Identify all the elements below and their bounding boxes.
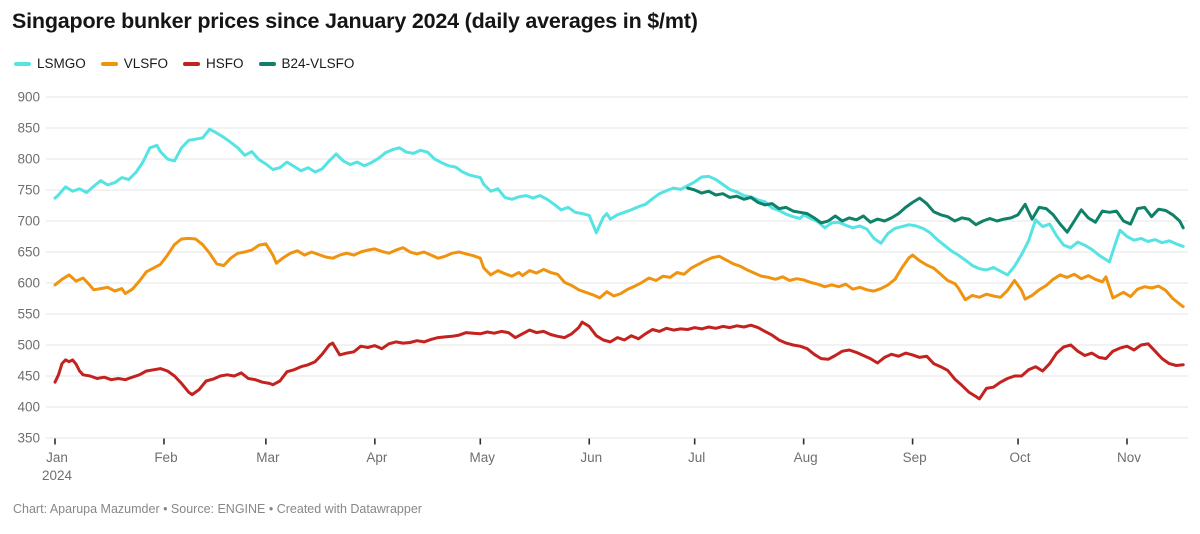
legend-item-hsfo: HSFO — [183, 56, 244, 71]
legend-swatch-hsfo — [183, 61, 201, 66]
x-tick-label-sep: Sep — [903, 450, 927, 465]
legend-swatch-vlsfo — [100, 61, 118, 66]
legend-label-vlsfo: VLSFO — [123, 56, 169, 71]
series-line-hsfo — [53, 320, 1185, 401]
x-tick-label-may: May — [470, 450, 496, 465]
y-tick-label-900: 900 — [17, 90, 40, 105]
series-line-lsmgo — [53, 127, 1185, 277]
legend-item-b24-vlsfo: B24-VLSFO — [258, 56, 355, 71]
legend-item-vlsfo: VLSFO — [100, 56, 169, 71]
y-tick-label-600: 600 — [17, 276, 40, 291]
x-tick-label-feb: Feb — [154, 450, 177, 465]
y-tick-label-400: 400 — [17, 400, 40, 415]
y-tick-label-750: 750 — [17, 183, 40, 198]
y-tick-label-650: 650 — [17, 245, 40, 260]
x-tick-label-jul: Jul — [688, 450, 705, 465]
chart-legend: LSMGO VLSFO HSFO B24-VLSFO — [14, 56, 354, 71]
y-tick-label-550: 550 — [17, 307, 40, 322]
y-tick-label-500: 500 — [17, 338, 40, 353]
page-title: Singapore bunker prices since January 20… — [12, 9, 698, 33]
series-line-b24-vlsfo — [686, 186, 1185, 234]
x-tick-label-oct: Oct — [1010, 450, 1031, 465]
x-tick-label-apr: Apr — [366, 450, 388, 465]
y-tick-label-450: 450 — [17, 369, 40, 384]
y-tick-label-350: 350 — [17, 431, 40, 446]
y-tick-label-700: 700 — [17, 214, 40, 229]
legend-item-lsmgo: LSMGO — [14, 56, 86, 71]
legend-swatch-lsmgo — [14, 61, 31, 66]
legend-swatch-b24-vlsfo — [258, 61, 276, 66]
chart-footer-credits: Chart: Aparupa Mazumder • Source: ENGINE… — [13, 502, 422, 516]
series-line-vlsfo — [53, 236, 1185, 309]
x-tick-label-jun: Jun — [580, 450, 602, 465]
x-tick-label-aug: Aug — [794, 450, 818, 465]
y-tick-label-850: 850 — [17, 121, 40, 136]
legend-label-lsmgo: LSMGO — [37, 56, 86, 71]
x-tick-label-mar: Mar — [256, 450, 280, 465]
x-tick-label-nov: Nov — [1117, 450, 1141, 465]
legend-label-b24-vlsfo: B24-VLSFO — [281, 56, 355, 71]
legend-label-hsfo: HSFO — [206, 56, 244, 71]
y-tick-label-800: 800 — [17, 152, 40, 167]
x-tick-label-jan: Jan — [46, 450, 68, 465]
x-tick-sublabel-2024: 2024 — [42, 468, 73, 483]
